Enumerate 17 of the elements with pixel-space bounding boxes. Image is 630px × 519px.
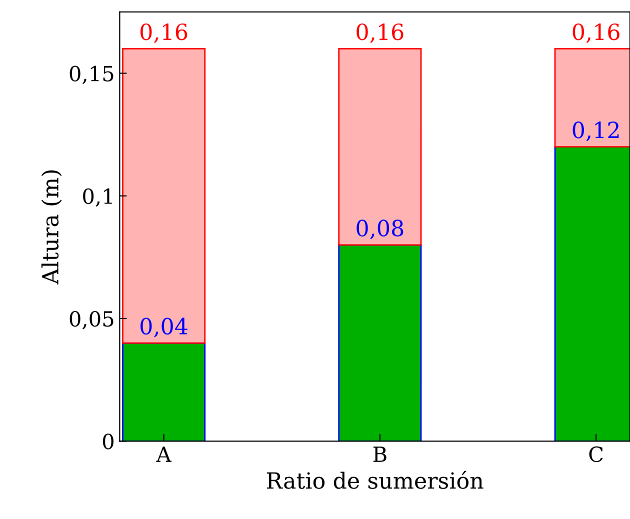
y-tick-label: 0 — [102, 434, 114, 450]
bar — [122, 48, 206, 344]
y-axis-title: Altura (m) — [41, 170, 62, 285]
total-label: 0,16 — [140, 23, 188, 43]
data-label: 0,04 — [140, 318, 188, 338]
data-label: 0,08 — [356, 220, 404, 240]
bar — [122, 342, 206, 442]
x-axis-title: Ratio de sumersión — [266, 470, 484, 489]
y-tick-label: 0,1 — [83, 188, 112, 207]
x-tick-label: C — [589, 446, 603, 462]
total-label: 0,16 — [356, 23, 404, 43]
x-tick-label: A — [156, 446, 172, 462]
y-tick-label: 0,15 — [70, 66, 114, 84]
data-label: 0,12 — [572, 122, 619, 142]
y-tick-label: 0,05 — [70, 310, 114, 330]
total-label: 0,16 — [572, 23, 620, 43]
x-tick-label: B — [373, 446, 386, 462]
